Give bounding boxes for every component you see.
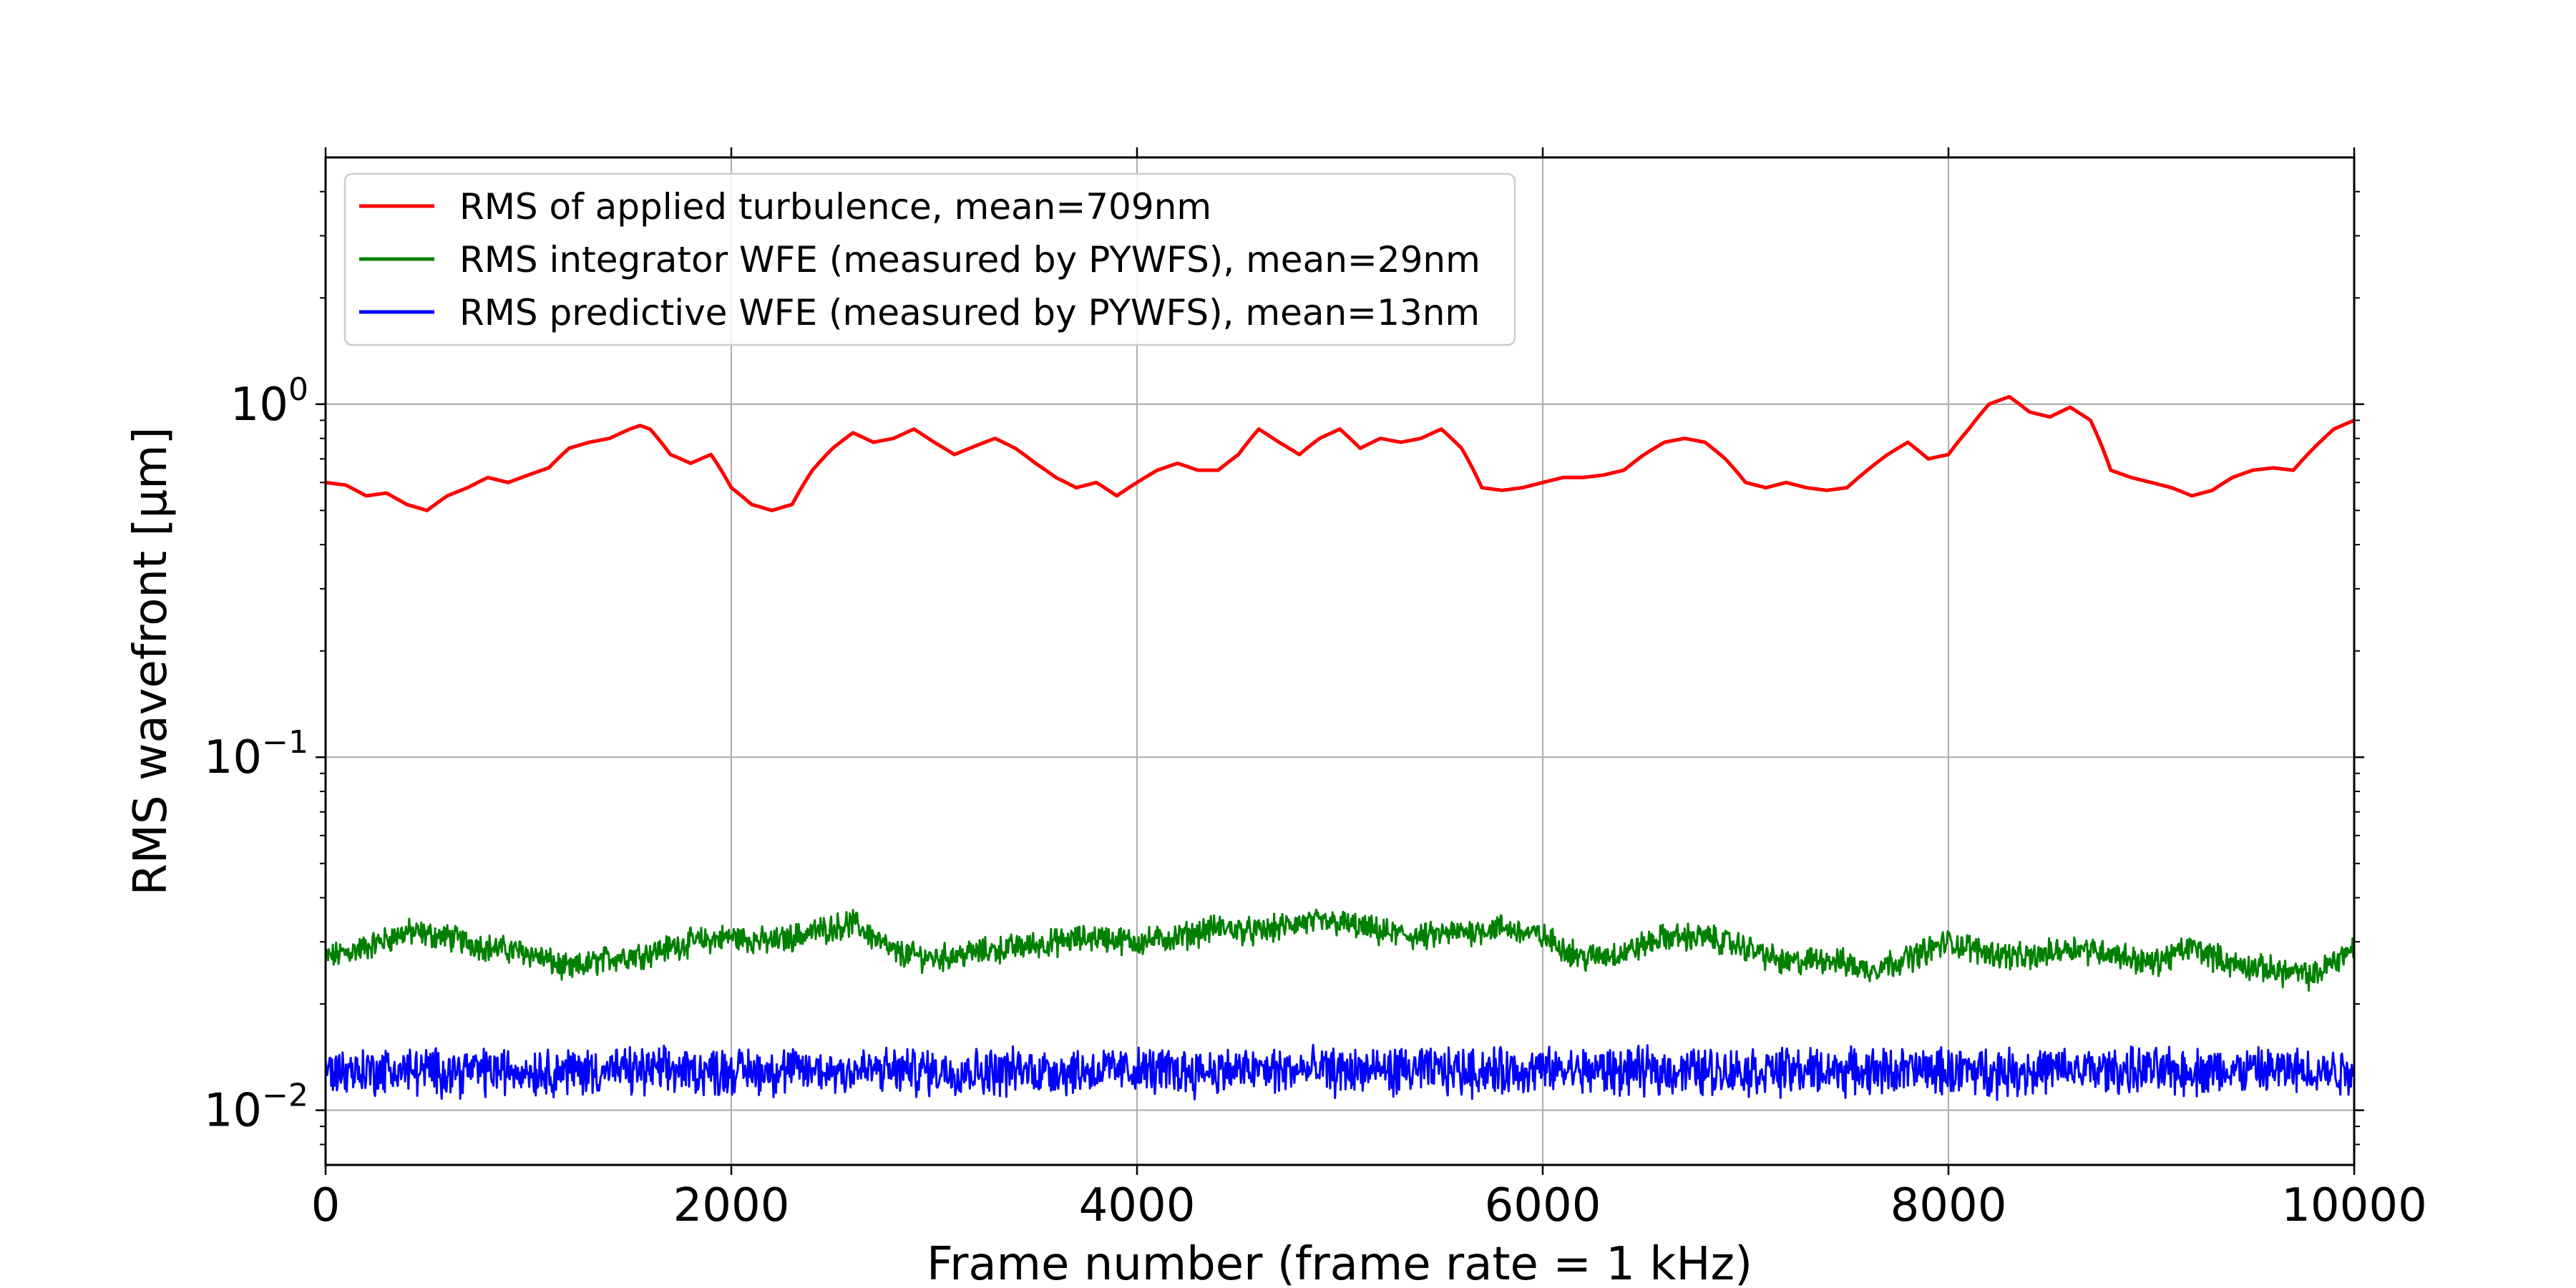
series-line-1 (326, 394, 2354, 512)
series-line-3 (326, 1043, 2354, 1101)
x-tick-label: 8000 (1890, 1179, 2007, 1232)
y-tick-label: 10−1 (204, 724, 308, 784)
legend-box (343, 172, 1516, 346)
plot-frame (324, 156, 2356, 1166)
x-tick-label: 10000 (2281, 1179, 2427, 1232)
legend-label-1: RMS of applied turbulence, mean=709nm (459, 186, 1211, 228)
y-tick-label: 100 (230, 371, 308, 431)
x-tick-label: 6000 (1485, 1179, 1601, 1232)
x-axis-label: Frame number (frame rate = 1 kHz) (927, 1238, 1752, 1288)
y-tick-label: 10−2 (204, 1078, 308, 1138)
y-axis-label: RMS wavefront [μm] (125, 426, 177, 895)
series-group (326, 394, 2354, 1101)
legend-label-3: RMS predictive WFE (measured by PYWFS), … (459, 292, 1480, 333)
legend-label-2: RMS integrator WFE (measured by PYWFS), … (459, 239, 1480, 280)
series-line-2 (326, 908, 2354, 992)
ticks: 0 2000 4000 6000 8000 10000 10−2 10−1 100 (204, 147, 2427, 1232)
x-tick-label: 4000 (1079, 1179, 1196, 1232)
legend: RMS of applied turbulence, mean=709nm RMS… (343, 172, 1516, 346)
x-tick-label: 0 (311, 1179, 341, 1232)
x-tick-label: 2000 (673, 1179, 790, 1232)
